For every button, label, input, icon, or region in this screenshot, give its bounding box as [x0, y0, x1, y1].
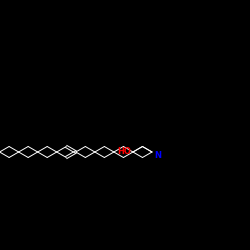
Text: N: N	[154, 152, 161, 160]
Text: HO: HO	[117, 148, 131, 156]
